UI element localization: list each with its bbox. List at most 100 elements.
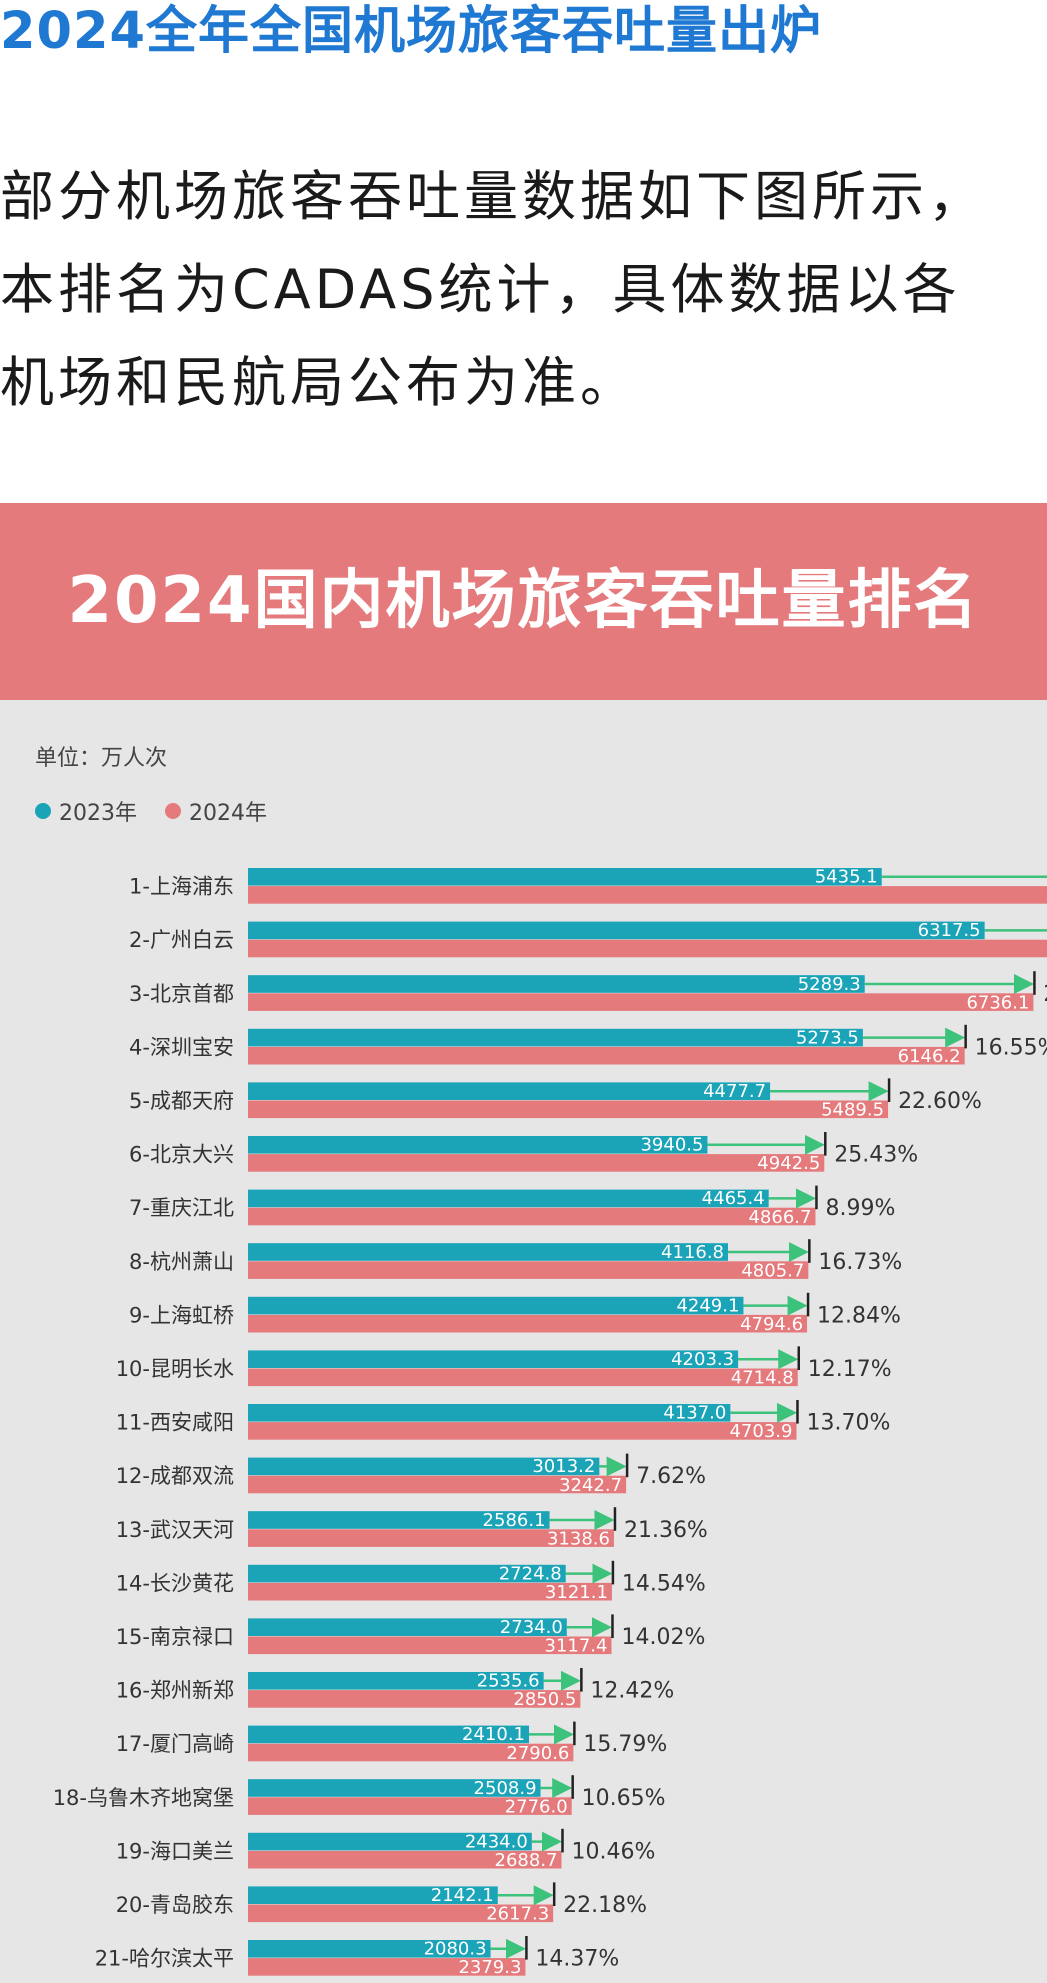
value-label-2024: 6736.1 [966,992,1029,1013]
category-label: 3-北京首都 [129,982,234,1006]
bar-2024 [248,1422,797,1440]
growth-percent-label: 16.73% [818,1250,902,1275]
bar-2024 [248,1529,614,1547]
value-label-2023: 5435.1 [815,867,878,888]
value-label-2023: 2586.1 [483,1510,546,1531]
value-label-2024: 2617.3 [486,1904,549,1925]
bar-2023 [248,1672,544,1690]
value-label-2024: 5489.5 [821,1100,884,1121]
growth-percent-label: 12.17% [808,1357,892,1382]
bar-2024 [248,886,1047,904]
value-label-2023: 6317.5 [918,920,981,941]
value-label-2023: 2724.8 [499,1563,562,1584]
growth-percent-label: 10.65% [582,1786,666,1811]
value-label-2023: 4465.4 [702,1188,765,1209]
intro-line: 机场和民航局公布为准。 [0,351,638,414]
category-label: 2-广州白云 [129,928,234,952]
bar-2024 [248,1958,526,1976]
value-label-2023: 4477.7 [703,1081,766,1102]
bar-2023 [248,1136,708,1154]
growth-percent-label: 12.84% [817,1303,901,1328]
bar-2024 [248,1368,798,1387]
value-label-2024: 3138.6 [547,1528,610,1549]
bar-2024 [248,1636,612,1655]
value-label-2023: 5273.5 [796,1027,859,1048]
legend-item-2024: 2024年 [165,795,267,827]
bar-2024 [248,1743,574,1762]
chart-legend: 2023年 2024年 [35,795,295,827]
bar-2023 [248,1457,600,1476]
bar-2024 [248,1154,825,1172]
bar-2024 [248,1261,809,1279]
category-label: 15-南京禄口 [116,1625,234,1649]
bar-2023 [248,975,865,993]
category-label: 11-西安咸阳 [116,1411,234,1435]
value-label-2023: 2142.1 [431,1885,494,1906]
growth-percent-label: 7.62% [636,1464,706,1489]
bar-2023 [248,1296,744,1315]
bar-2023 [248,1886,498,1904]
bar-chart: 1-上海浦东5435.17679.841.30%2-广州白云6317.57634… [53,867,1047,1978]
growth-percent-label: 10.46% [572,1839,656,1864]
value-label-2023: 2734.0 [500,1617,563,1638]
value-label-2023: 4116.8 [661,1242,724,1263]
growth-percent-label: 27.35% [1043,982,1047,1007]
category-label: 14-长沙黄花 [116,1571,234,1595]
bar-2023 [248,1832,532,1851]
category-label: 13-武汉天河 [116,1518,234,1542]
bar-2023 [248,1028,863,1047]
legend-item-2023: 2023年 [35,795,137,827]
value-label-2023: 2535.6 [477,1671,540,1692]
intro-line: 部分机场旅客吞吐量数据如下图所示， [0,165,986,228]
value-label-2024: 6146.2 [898,1046,961,1067]
bar-2023 [248,1189,769,1208]
bar-2024 [248,1904,554,1923]
category-label: 19-海口美兰 [116,1839,234,1863]
chart-banner: 2024国内机场旅客吞吐量排名 [0,503,1047,700]
value-label-2024: 2688.7 [495,1850,558,1871]
growth-percent-label: 22.18% [563,1893,647,1918]
bar-2023 [248,1564,566,1583]
bar-2023 [248,868,882,886]
value-label-2024: 4805.7 [741,1260,804,1281]
bar-2023 [248,1404,731,1422]
intro-paragraph: 部分机场旅客吞吐量数据如下图所示， 本排名为CADAS统计，具体数据以各 机场和… [0,150,1047,429]
value-label-2024: 4942.5 [757,1153,820,1174]
article-headline: 2024全年全国机场旅客吞吐量出炉 [0,2,822,61]
legend-dot-2024 [165,803,181,819]
category-label: 8-杭州萧山 [129,1250,234,1274]
value-label-2024: 3121.1 [545,1582,608,1603]
growth-percent-label: 12.42% [590,1679,674,1704]
bar-2024 [248,1314,808,1333]
category-label: 16-郑州新郑 [116,1679,234,1703]
category-label: 7-重庆江北 [129,1196,234,1220]
value-label-2024: 4866.7 [748,1207,811,1228]
category-label: 10-昆明长水 [116,1357,234,1381]
category-label: 12-成都双流 [116,1464,234,1488]
bar-2023 [248,1940,491,1958]
category-label: 9-上海虹桥 [129,1303,234,1327]
intro-line: 本排名为CADAS统计，具体数据以各 [0,258,961,321]
bar-2023 [248,1082,771,1100]
bar-2023 [248,921,985,940]
value-label-2023: 5289.3 [798,974,861,995]
value-label-2023: 2434.0 [465,1831,528,1852]
value-label-2023: 2508.9 [474,1778,537,1799]
bar-2023 [248,1725,530,1744]
bar-2024 [248,939,1047,958]
growth-percent-label: 15.79% [583,1732,667,1757]
bar-2023 [248,1511,550,1529]
growth-percent-label: 25.43% [834,1143,918,1168]
bar-2024 [248,1850,562,1869]
value-label-2023: 3940.5 [640,1135,703,1156]
growth-percent-label: 14.02% [621,1625,705,1650]
chart-title: 2024国内机场旅客吞吐量排名 [67,564,980,638]
value-label-2024: 2776.0 [505,1796,568,1817]
value-label-2024: 2790.6 [506,1743,569,1764]
value-label-2024: 2850.5 [513,1689,576,1710]
value-label-2023: 4137.0 [663,1403,726,1424]
growth-percent-label: 21.36% [624,1518,708,1543]
growth-percent-label: 8.99% [825,1196,895,1221]
bar-2023 [248,1779,541,1797]
value-label-2023: 4203.3 [671,1349,734,1370]
